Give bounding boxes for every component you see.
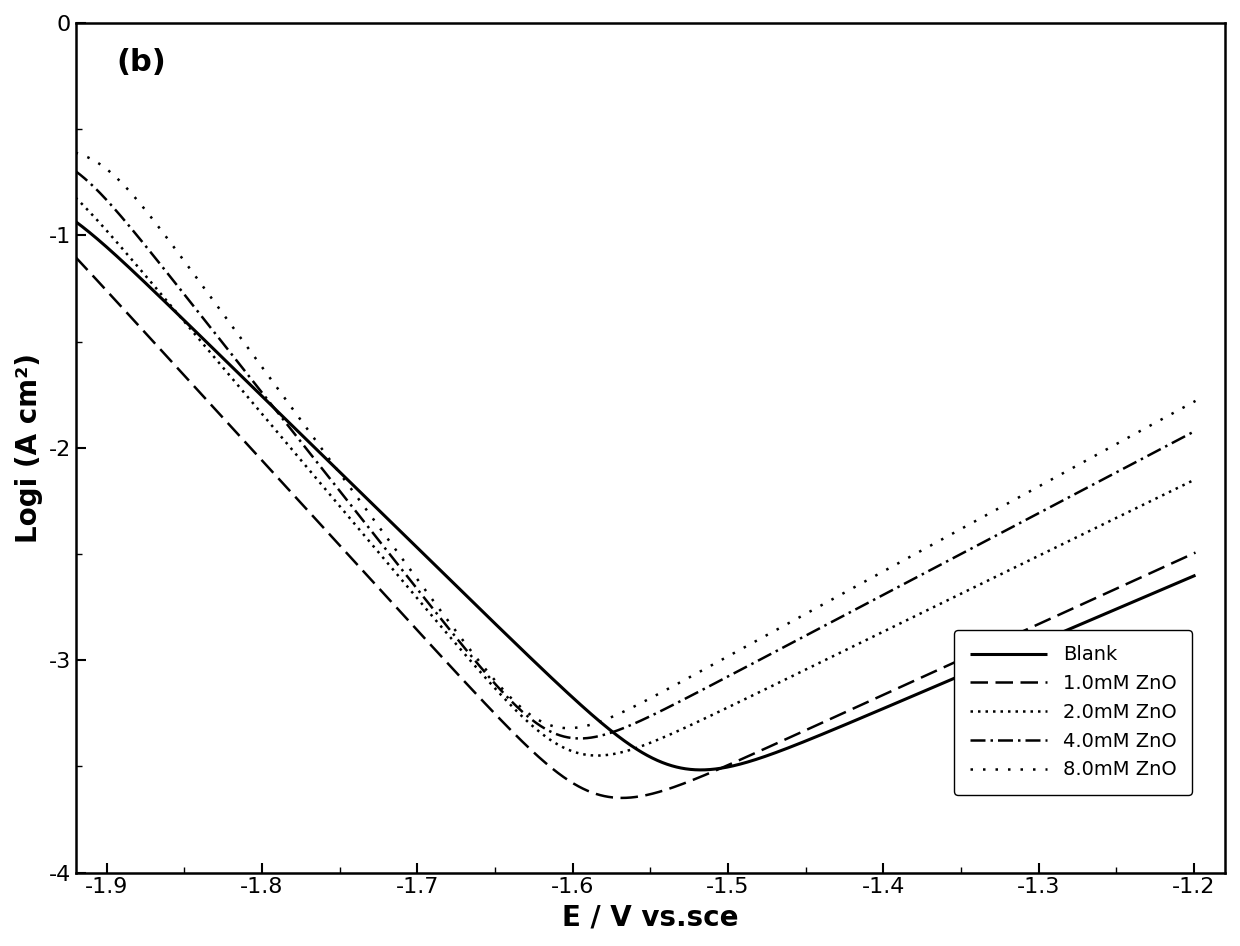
- 8.0mM ZnO: [560, 723, 575, 734]
- 4.0mM ZnO: [195, 311, 210, 323]
- Blank: [195, 332, 210, 343]
- Blank: [262, 397, 277, 409]
- 8.0mM ZnO: [262, 370, 277, 381]
- 2.0mM ZnO: [590, 750, 605, 762]
- Text: (b): (b): [115, 48, 166, 78]
- Line: Blank: Blank: [74, 220, 1195, 770]
- X-axis label: E / V vs.sce: E / V vs.sce: [562, 903, 739, 931]
- Line: 4.0mM ZnO: 4.0mM ZnO: [74, 170, 1195, 739]
- 2.0mM ZnO: [262, 416, 277, 428]
- 1.0mM ZnO: [67, 250, 82, 261]
- Blank: [546, 674, 560, 685]
- 4.0mM ZnO: [1188, 425, 1203, 436]
- Blank: [1045, 630, 1060, 641]
- Legend: Blank, 1.0mM ZnO, 2.0mM ZnO, 4.0mM ZnO, 8.0mM ZnO: Blank, 1.0mM ZnO, 2.0mM ZnO, 4.0mM ZnO, …: [954, 630, 1193, 795]
- 2.0mM ZnO: [1188, 474, 1203, 485]
- Blank: [67, 215, 82, 226]
- 8.0mM ZnO: [195, 279, 210, 290]
- 1.0mM ZnO: [262, 462, 277, 473]
- 2.0mM ZnO: [1167, 484, 1182, 496]
- 8.0mM ZnO: [1045, 473, 1060, 484]
- Blank: [693, 764, 708, 776]
- 4.0mM ZnO: [1045, 499, 1060, 511]
- Y-axis label: Logi (A cm²): Logi (A cm²): [15, 353, 43, 543]
- Blank: [1188, 569, 1203, 581]
- 1.0mM ZnO: [497, 718, 512, 729]
- Blank: [1167, 579, 1182, 590]
- Line: 8.0mM ZnO: 8.0mM ZnO: [74, 152, 1195, 728]
- 8.0mM ZnO: [67, 147, 82, 158]
- 4.0mM ZnO: [497, 688, 512, 699]
- 2.0mM ZnO: [195, 337, 210, 348]
- 1.0mM ZnO: [546, 763, 560, 775]
- Blank: [497, 627, 512, 639]
- 1.0mM ZnO: [615, 792, 630, 803]
- 8.0mM ZnO: [497, 685, 512, 696]
- 2.0mM ZnO: [497, 692, 512, 704]
- 1.0mM ZnO: [1167, 557, 1182, 569]
- 2.0mM ZnO: [546, 736, 560, 747]
- 2.0mM ZnO: [1045, 543, 1060, 554]
- 1.0mM ZnO: [195, 389, 210, 400]
- 4.0mM ZnO: [67, 165, 82, 176]
- 8.0mM ZnO: [546, 720, 560, 731]
- 4.0mM ZnO: [546, 727, 560, 738]
- 4.0mM ZnO: [1167, 436, 1182, 447]
- 4.0mM ZnO: [572, 733, 587, 745]
- 8.0mM ZnO: [1167, 407, 1182, 418]
- Line: 2.0mM ZnO: 2.0mM ZnO: [74, 196, 1195, 756]
- 8.0mM ZnO: [1188, 395, 1203, 407]
- 1.0mM ZnO: [1045, 612, 1060, 623]
- 4.0mM ZnO: [262, 395, 277, 407]
- 1.0mM ZnO: [1188, 547, 1203, 558]
- Line: 1.0mM ZnO: 1.0mM ZnO: [74, 255, 1195, 797]
- 2.0mM ZnO: [67, 190, 82, 201]
